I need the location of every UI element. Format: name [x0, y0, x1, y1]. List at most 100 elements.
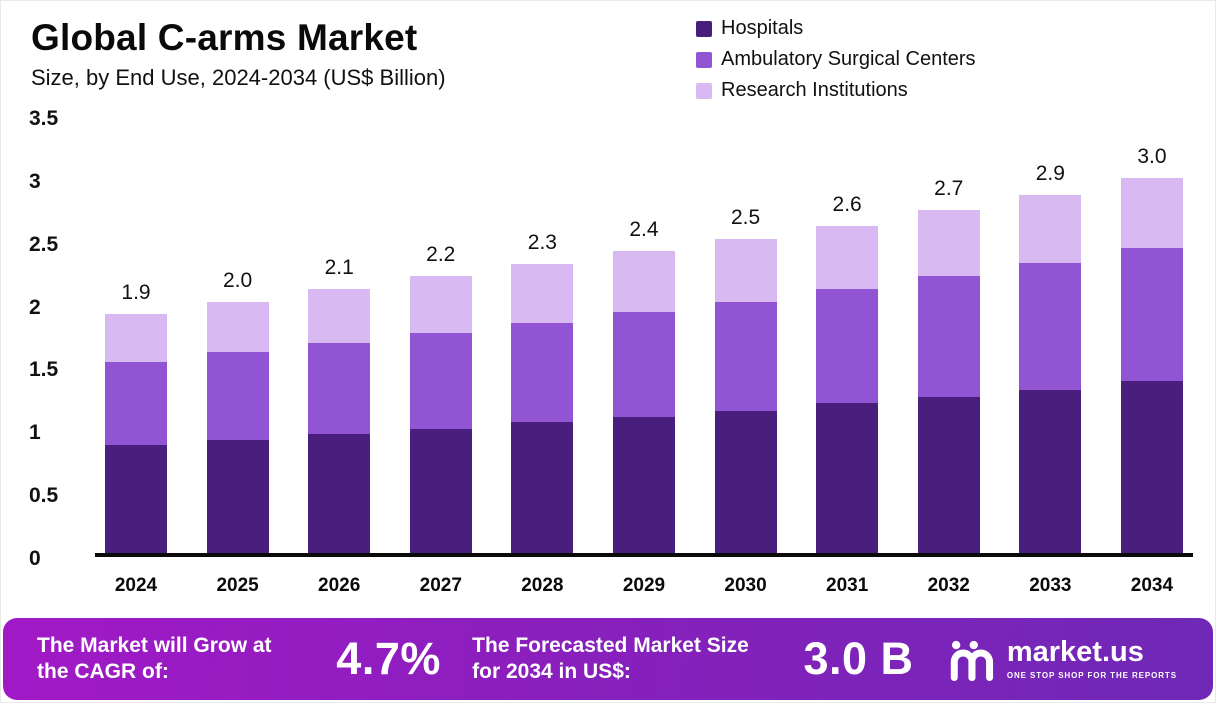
bar-segment-ambulatory-surgical-centers — [511, 323, 574, 423]
x-axis-label: 2029 — [622, 575, 666, 596]
chart-subtitle: Size, by End Use, 2024-2034 (US$ Billion… — [31, 65, 446, 90]
x-axis-label: 2034 — [1130, 575, 1174, 596]
bar-segment-ambulatory-surgical-centers — [105, 361, 167, 445]
x-axis-label: 2025 — [216, 575, 259, 596]
y-tick-label: 0.5 — [29, 484, 59, 508]
forecast-value: 3.0 B — [803, 633, 914, 684]
legend-label: Research Institutions — [721, 79, 908, 101]
bar-segment-research-institutions — [816, 226, 879, 290]
x-axis-label: 2028 — [521, 575, 564, 596]
y-axis: 3.5 3 2.5 2 1.5 1 0.5 0 — [27, 107, 95, 570]
bar-2032: 2.7 — [917, 176, 980, 553]
bar-total-label: 2.6 — [832, 193, 862, 217]
brand-logo: market.us ONE STOP SHOP FOR THE REPORTS — [945, 636, 1177, 682]
bar-segment-hospitals — [511, 422, 574, 553]
bar-segment-research-institutions — [511, 263, 574, 324]
bar-segment-hospitals — [409, 428, 472, 553]
x-axis-label: 2033 — [1029, 575, 1072, 596]
legend-item: Ambulatory Surgical Centers — [696, 48, 976, 71]
bar-total-label: 2.0 — [222, 268, 253, 292]
bar-segment-hospitals — [308, 433, 371, 553]
bar-2028: 2.3 — [511, 230, 574, 553]
y-tick-label: 2.5 — [29, 232, 59, 256]
bar-segment-ambulatory-surgical-centers — [816, 289, 879, 404]
bar-segment-hospitals — [612, 417, 675, 553]
bar-segment-research-institutions — [1019, 194, 1082, 263]
bar-segment-research-institutions — [917, 209, 980, 277]
brand-tagline: ONE STOP SHOP FOR THE REPORTS — [1006, 671, 1177, 680]
bar-2029: 2.4 — [612, 218, 675, 553]
bar-segment-research-institutions — [409, 276, 472, 333]
bar-segment-hospitals — [1019, 389, 1082, 553]
x-axis-label: 2030 — [724, 575, 767, 596]
bar-segment-hospitals — [816, 403, 879, 553]
bar-segment-ambulatory-surgical-centers — [1019, 262, 1082, 390]
x-axis-label: 2032 — [927, 575, 970, 596]
bar-2033: 2.9 — [1019, 161, 1082, 553]
bar-segment-ambulatory-surgical-centers — [917, 276, 980, 398]
bar-total-label: 2.9 — [1035, 161, 1065, 185]
bar-total-label: 2.2 — [426, 243, 456, 267]
legend-item: Hospitals — [696, 17, 976, 40]
bar-segment-research-institutions — [612, 251, 675, 312]
legend-label: Ambulatory Surgical Centers — [721, 48, 976, 70]
bar-segment-ambulatory-surgical-centers — [1120, 247, 1183, 381]
bar-total-label: 2.5 — [730, 205, 761, 229]
bar-segment-ambulatory-surgical-centers — [409, 333, 472, 429]
bar-segment-hospitals — [714, 410, 777, 553]
bar-segment-research-institutions — [105, 314, 167, 362]
bar-total-label: 2.1 — [324, 256, 354, 280]
plot-area: 1.9 2.0 2.1 2.2 2.3 2.4 2.5 2.6 2.7 2.9 3.0 — [95, 117, 1193, 557]
bar-segment-research-institutions — [308, 289, 371, 344]
bar-segment-ambulatory-surgical-centers — [308, 343, 371, 434]
y-tick-label: 1 — [29, 421, 41, 445]
x-axis-label: 2024 — [114, 575, 158, 596]
chart-header: Global C-arms Market Size, by End Use, 2… — [31, 17, 446, 91]
forecast-label: The Forecasted Market Size for 2034 in U… — [472, 633, 749, 683]
bar-2027: 2.2 — [409, 243, 472, 553]
y-tick-label: 2 — [29, 295, 41, 319]
bar-segment-hospitals — [1120, 380, 1183, 553]
bar-2025: 2.0 — [206, 268, 269, 553]
legend-label: Hospitals — [721, 17, 804, 39]
bar-total-label: 1.9 — [121, 281, 151, 305]
y-tick-label: 3.5 — [29, 107, 59, 130]
bar-2031: 2.6 — [816, 193, 879, 553]
x-axis-label: 2026 — [318, 575, 361, 596]
y-tick-label: 3 — [29, 169, 41, 193]
bar-total-label: 2.7 — [934, 176, 964, 200]
cagr-label: The Market will Grow at the CAGR of: — [37, 633, 272, 683]
legend-swatch — [696, 51, 712, 68]
bar-segment-ambulatory-surgical-centers — [206, 351, 269, 440]
legend-swatch — [696, 82, 712, 99]
legend-swatch — [696, 20, 712, 37]
legend: Hospitals Ambulatory Surgical Centers Rese… — [696, 17, 976, 102]
bar-segment-hospitals — [917, 397, 980, 553]
bar-total-label: 2.4 — [629, 218, 659, 242]
bar-segment-hospitals — [105, 444, 167, 553]
bar-total-label: 2.3 — [527, 230, 557, 254]
bar-segment-research-institutions — [714, 238, 777, 302]
bar-segment-hospitals — [206, 439, 269, 553]
x-axis-label: 2027 — [419, 575, 462, 596]
bar-2024: 1.9 — [105, 281, 167, 553]
y-tick-label: 0 — [29, 547, 41, 570]
market-us-logo-icon — [950, 640, 993, 682]
brand-name: market.us — [1006, 636, 1144, 668]
bar-segment-ambulatory-surgical-centers — [714, 301, 777, 411]
x-axis-label: 2031 — [826, 575, 869, 596]
bar-segment-research-institutions — [1120, 178, 1183, 248]
legend-item: Research Institutions — [696, 79, 976, 102]
bar-segment-research-institutions — [206, 301, 269, 352]
stacked-bar-chart: 3.5 3 2.5 2 1.5 1 0.5 0 1.9 2.0 2.1 2.2 2.3 2.4 2.5 2.… — [27, 107, 1193, 597]
x-axis-labels: 2024 2025 2026 2027 2028 2029 2030 2031 2032 2033… — [95, 575, 1193, 597]
cagr-value: 4.7% — [336, 633, 441, 684]
bar-2026: 2.1 — [308, 256, 371, 553]
chart-title: Global C-arms Market — [31, 17, 418, 58]
bar-2030: 2.5 — [714, 205, 777, 553]
bar-segment-ambulatory-surgical-centers — [612, 311, 675, 418]
bar-2034: 3.0 — [1120, 145, 1183, 553]
footer-banner: The Market will Grow at the CAGR of: 4.7… — [3, 618, 1213, 700]
bar-total-label: 3.0 — [1137, 145, 1167, 169]
